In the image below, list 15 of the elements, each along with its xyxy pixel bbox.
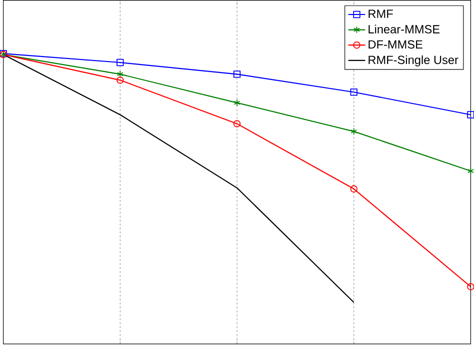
point (116, 76, 124, 84)
point (350, 128, 358, 136)
point (350, 88, 358, 96)
legend-label: DF-MMSE (368, 40, 422, 49)
point (233, 120, 241, 128)
legend-label: Linear-MMSE (368, 24, 440, 34)
point (350, 185, 358, 193)
point (116, 59, 124, 66)
point (233, 70, 241, 78)
legend-label: RMF (368, 10, 393, 18)
point (468, 168, 474, 175)
point (234, 99, 240, 107)
legend-label: RMF-Single User (368, 56, 458, 67)
point (467, 283, 474, 290)
point (116, 70, 124, 78)
